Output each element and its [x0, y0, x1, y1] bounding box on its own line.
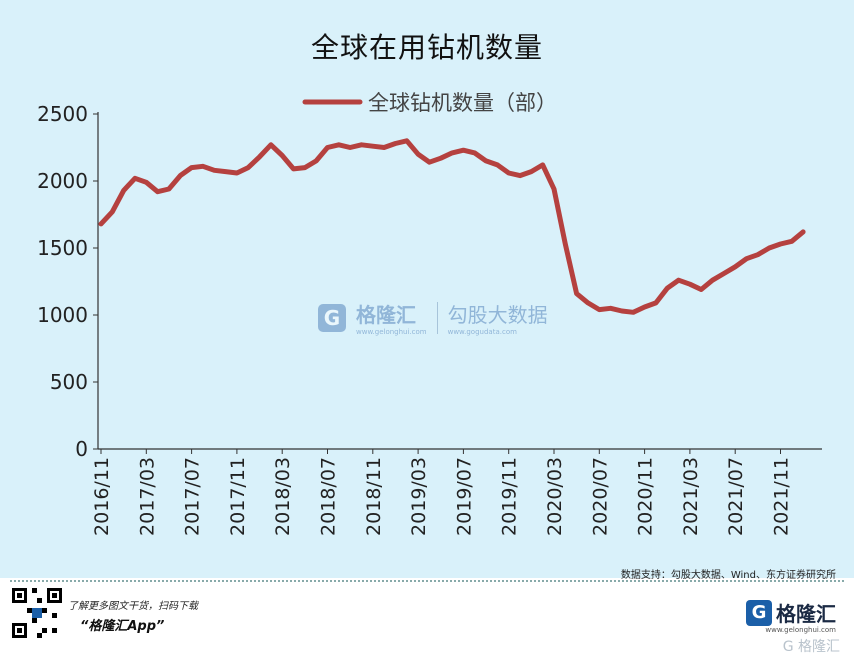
y-tick-label: 2500: [37, 102, 88, 126]
line-chart: 0 500 1000 1500 2000 2500 2016/11 2017/03 2017/…: [37, 91, 822, 536]
source-note: 数据支持：勾股大数据、Wind、东方证券研究所: [620, 570, 836, 581]
y-tick-label: 1000: [37, 303, 88, 327]
brand-watermark: G 格隆汇: [782, 639, 840, 655]
x-tick-label: 2017/07: [182, 457, 204, 536]
footer-tagline: 了解更多图文干货，扫码下载: [68, 601, 198, 612]
watermark-sub-1: www.gelonghui.com: [356, 328, 427, 336]
legend: 全球钻机数量（部）: [302, 91, 557, 115]
x-tick-label: 2018/03: [272, 457, 294, 536]
brand-url: www.gelonghui.com: [765, 626, 836, 634]
x-tick-label: 2020/03: [544, 457, 566, 536]
footer-app-name[interactable]: “格隆汇App”: [80, 619, 165, 634]
x-tick-label: 2018/07: [318, 457, 340, 536]
x-tick-label: 2020/11: [635, 457, 657, 536]
y-tick-label: 2000: [37, 169, 88, 193]
gelonghui-logo-icon: G: [318, 303, 346, 332]
x-tick-label: 2021/03: [680, 457, 702, 536]
watermark-name-1: 格隆汇: [356, 303, 416, 327]
x-tick-label: 2020/07: [589, 457, 611, 536]
chart-title: 全球在用钻机数量: [310, 31, 543, 64]
watermark-sub-2: www.gogudata.com: [447, 328, 517, 336]
y-tick-label: 500: [50, 370, 88, 394]
x-tick-label: 2017/11: [227, 457, 249, 536]
x-tick-label: 2019/11: [499, 457, 521, 536]
watermark-divider: [436, 301, 438, 334]
chart-axes: [97, 112, 822, 450]
x-tick-label: 2019/07: [453, 457, 475, 536]
series-line-rig-count: [98, 138, 806, 315]
center-watermark: G 格隆汇 www.gelonghui.com 勾股大数据 www.goguda…: [318, 299, 548, 336]
qr-code-icon[interactable]: [12, 588, 62, 638]
legend-label: 全球钻机数量（部）: [368, 91, 557, 115]
x-axis-ticks: 2016/11 2017/03 2017/07 2017/11 2018/03 2018/…: [91, 449, 793, 536]
x-tick-label: 2021/07: [725, 457, 747, 536]
watermark-name-2: 勾股大数据: [447, 303, 548, 327]
gelonghui-brand-icon: G: [746, 599, 772, 626]
series-layer: [98, 138, 806, 315]
y-axis-ticks: 0 500 1000 1500 2000 2500: [37, 102, 98, 461]
brand-name: 格隆汇: [776, 602, 836, 626]
y-tick-label: 1500: [37, 236, 88, 260]
chart-panel: [0, 0, 854, 578]
x-tick-label: 2017/03: [136, 457, 158, 536]
y-tick-label: 0: [75, 437, 88, 461]
x-tick-label: 2019/03: [408, 457, 430, 536]
brand-logo: G 格隆汇: [746, 598, 836, 627]
x-tick-label: 2016/11: [91, 457, 113, 536]
x-tick-label: 2021/11: [771, 457, 793, 536]
x-tick-label: 2018/11: [363, 457, 385, 536]
footer-divider: [10, 580, 844, 582]
